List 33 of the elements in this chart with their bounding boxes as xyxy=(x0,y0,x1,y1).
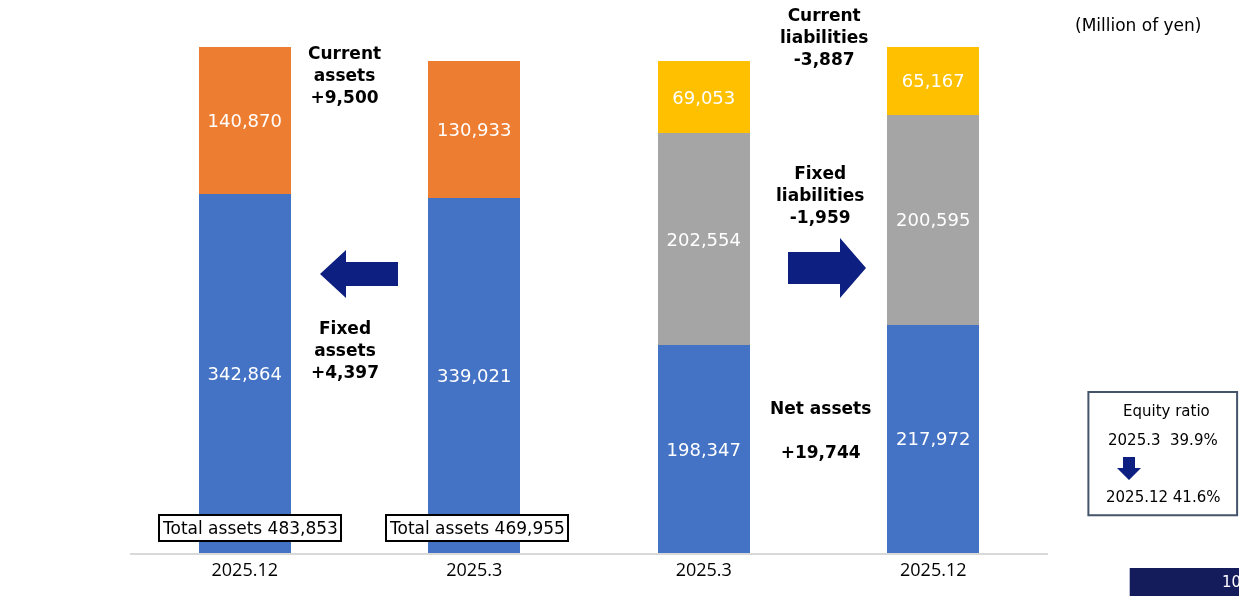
data-label: 140,870 xyxy=(207,109,282,131)
annotation: Total assets 483,853 xyxy=(162,518,338,538)
data-label: 217,972 xyxy=(896,428,971,450)
x-tick-label: 2025.3 xyxy=(675,557,732,582)
data-label: 130,933 xyxy=(437,119,512,141)
annotation: Current assets +9,500 xyxy=(308,43,382,108)
bar xyxy=(657,345,750,553)
bar xyxy=(887,46,980,115)
text: 2025.3 39.9% xyxy=(1108,431,1218,449)
text: Net assets +19,744 xyxy=(770,398,872,463)
bar xyxy=(657,133,750,346)
data-label: 342,864 xyxy=(207,363,282,385)
bar xyxy=(887,114,980,325)
x-tick-label: 2025.12 xyxy=(900,557,967,582)
data-label: 69,053 xyxy=(672,86,736,108)
data-label: 202,554 xyxy=(666,228,741,250)
bar xyxy=(657,61,750,134)
text: 2025.12 41.6% xyxy=(1106,488,1221,506)
annotation: Fixed liabilities -1,959 xyxy=(776,163,865,228)
x-tick-label: 2025.3 xyxy=(446,557,503,582)
annotation: Total assets 469,955 xyxy=(389,518,565,538)
data-label: 65,167 xyxy=(901,70,965,92)
annotation: Fixed assets +4,397 xyxy=(311,318,380,383)
data-label: 339,021 xyxy=(437,365,512,387)
x-tick-label: 2025.12 xyxy=(211,557,278,582)
text: (Million of yen) xyxy=(1075,15,1202,35)
bar xyxy=(198,46,291,195)
bar xyxy=(428,61,521,199)
bar xyxy=(887,324,980,553)
annotation: Current liabilities -3,887 xyxy=(780,5,869,70)
data-label: 198,347 xyxy=(666,438,741,460)
data-label: 200,595 xyxy=(896,209,971,231)
text: Equity ratio xyxy=(1123,402,1210,420)
